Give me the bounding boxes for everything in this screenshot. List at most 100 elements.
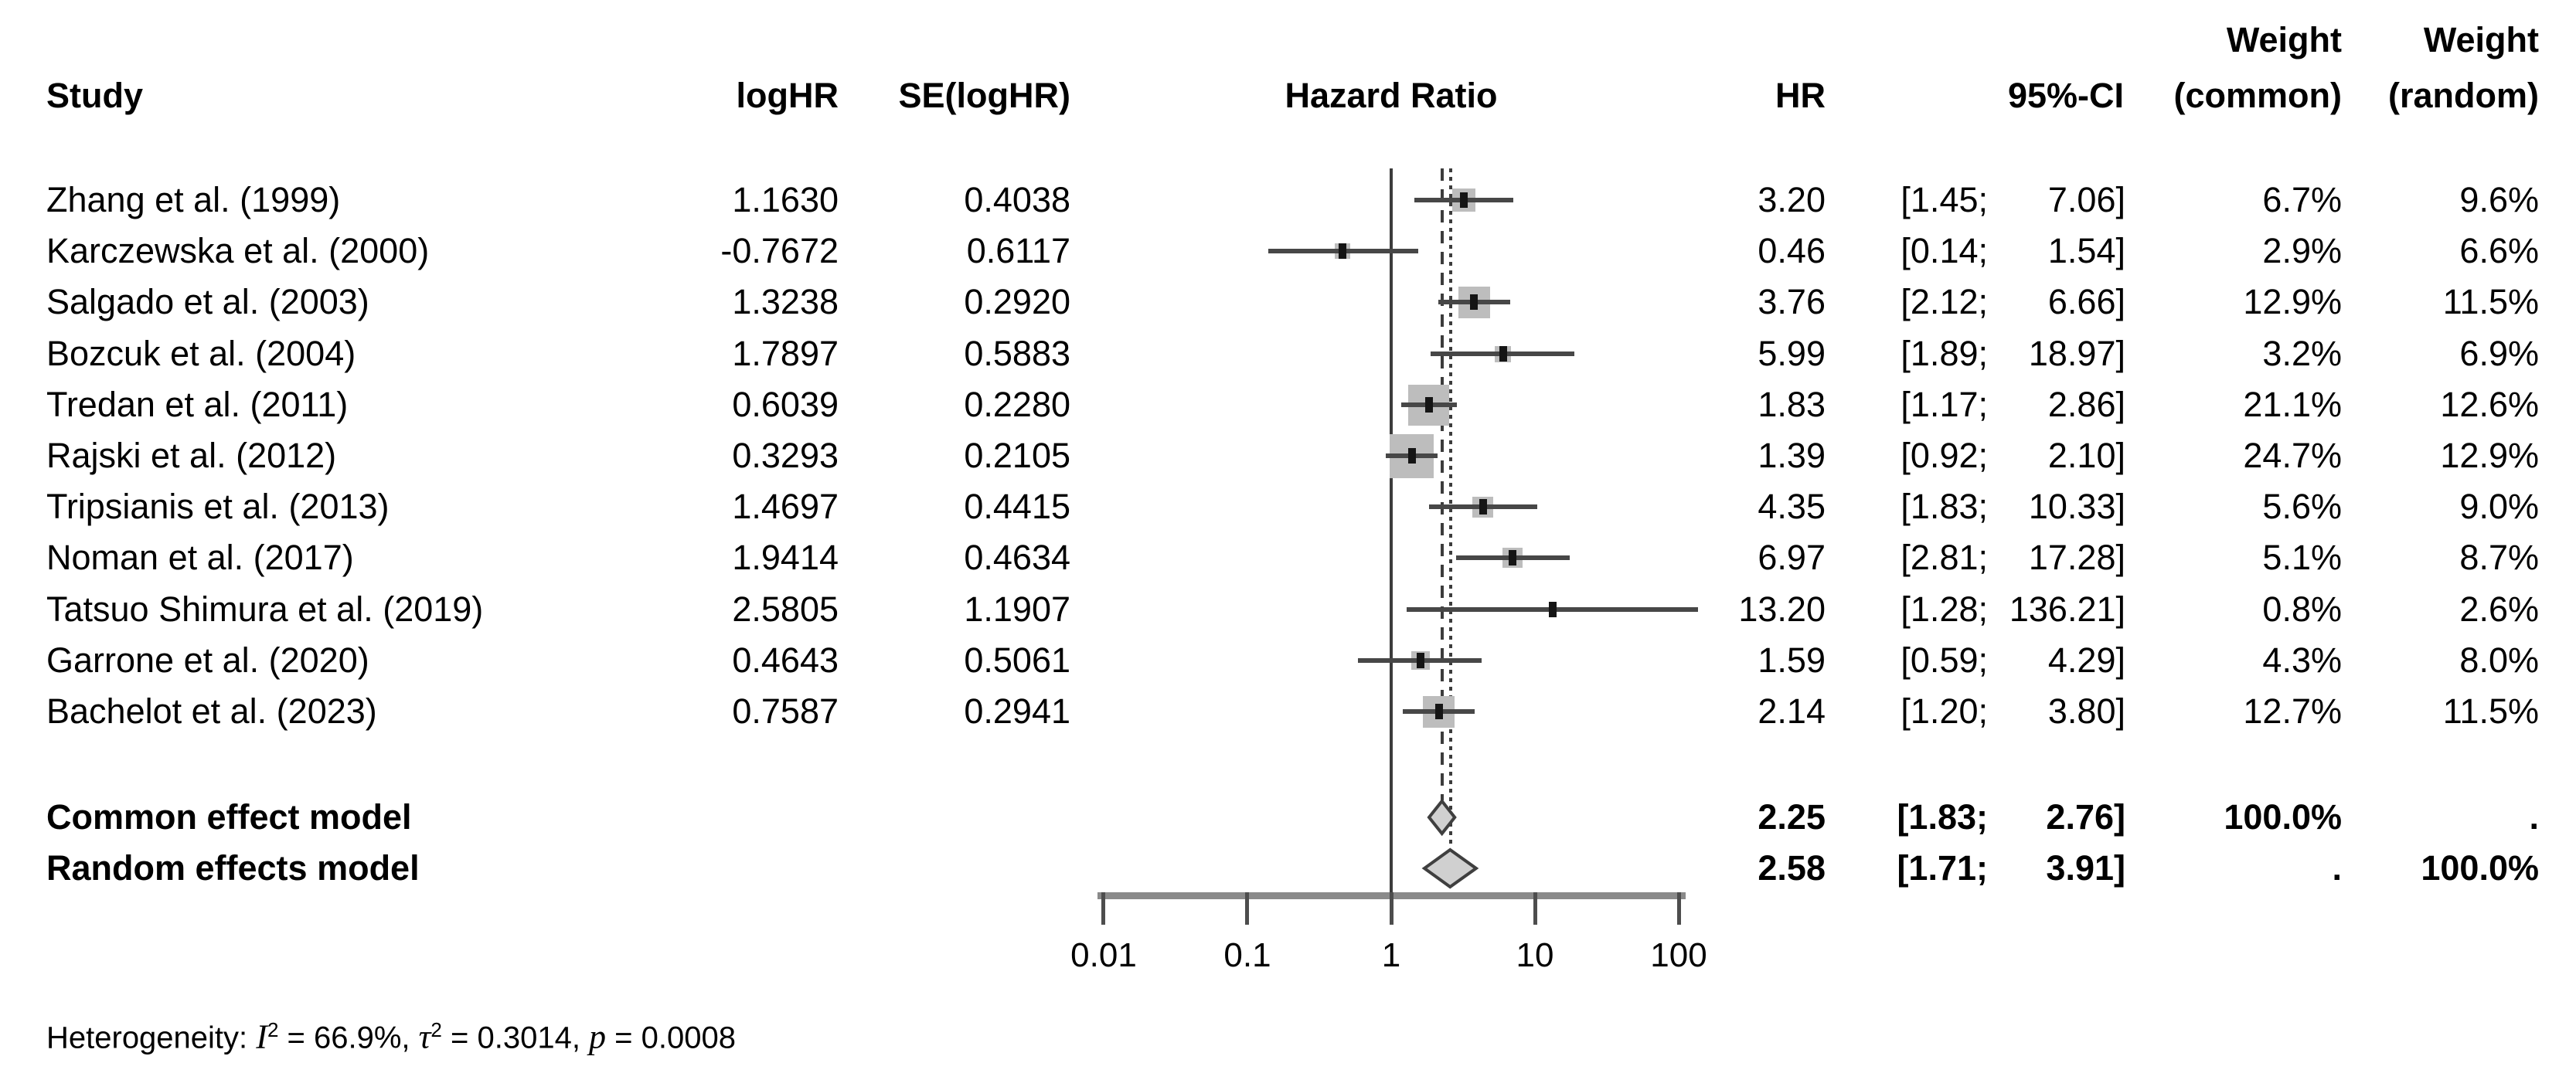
col-header-hazard-ratio: Hazard Ratio [1285, 76, 1498, 115]
het-tau-value: 0.3014 [477, 1021, 572, 1055]
weight-common-value: 100.0% [2224, 797, 2342, 837]
het-prefix: Heterogeneity: [46, 1021, 257, 1055]
weight-common-value: 4.3% [2262, 640, 2342, 680]
point-estimate-marker [1499, 346, 1507, 362]
col-header-loghr: logHR [736, 76, 839, 115]
point-estimate-marker [1470, 294, 1478, 310]
hr-value: 13.20 [1738, 589, 1826, 629]
col-header-ci: 95%-CI [2007, 76, 2124, 115]
hr-value: 1.39 [1758, 436, 1826, 475]
study-label: Salgado et al. (2003) [46, 282, 369, 321]
x-axis-tick-label: 1 [1381, 936, 1401, 974]
weight-common-value: 0.8% [2262, 589, 2342, 629]
weight-random-value: 9.0% [2459, 487, 2539, 526]
study-label: Tatsuo Shimura et al. (2019) [46, 589, 484, 629]
se-value: 0.2941 [964, 691, 1070, 731]
ci-low-value: [1.28; [1901, 589, 1988, 629]
col-header-se: SE(logHR) [898, 76, 1070, 115]
se-value: 0.5883 [964, 334, 1070, 373]
weight-random-value: 6.9% [2459, 334, 2539, 373]
heterogeneity-note: Heterogeneity: I2 = 66.9%, τ2 = 0.3014, … [46, 1004, 736, 1063]
ci-high-value: 10.33] [2028, 487, 2125, 526]
het-p-symbol: p [589, 1017, 607, 1056]
weight-random-value: 8.7% [2459, 538, 2539, 577]
study-label: Bozcuk et al. (2004) [46, 334, 356, 373]
het-i-value: 66.9% [314, 1021, 402, 1055]
loghr-value: -0.7672 [720, 231, 839, 270]
study-row: Garrone et al. (2020) 0.4643 0.5061 1.59 [0.… [0, 635, 2576, 686]
point-estimate-marker [1417, 653, 1424, 668]
loghr-value: 0.3293 [732, 436, 839, 475]
weight-random-value: 2.6% [2459, 589, 2539, 629]
col-header-weight-random: (random) [2388, 76, 2539, 115]
ci-high-value: 136.21] [2009, 589, 2125, 629]
ci-low-value: [1.89; [1901, 334, 1988, 373]
loghr-value: 1.7897 [732, 334, 839, 373]
x-axis-tick-label: 0.01 [1070, 936, 1137, 974]
col-header-study: Study [46, 76, 144, 115]
het-i-sup: 2 [267, 1018, 279, 1041]
point-estimate-marker [1479, 499, 1487, 515]
weight-common-value: 5.1% [2262, 538, 2342, 577]
summary-row: Common effect model 2.25 [1.83; 2.76] 100.0%… [0, 792, 2576, 843]
study-label: Bachelot et al. (2023) [46, 691, 377, 731]
ci-low-value: [0.92; [1901, 436, 1988, 475]
se-value: 1.1907 [964, 589, 1070, 629]
ci-low-value: [1.83; [1897, 797, 1988, 837]
study-row: Karczewska et al. (2000) -0.7672 0.6117 0.4… [0, 226, 2576, 277]
het-tau-sup: 2 [430, 1018, 442, 1041]
point-estimate-marker [1549, 602, 1557, 617]
study-row: Tripsianis et al. (2013) 1.4697 0.4415 4.35… [0, 481, 2576, 532]
weight-common-value: . [2332, 848, 2342, 888]
study-row: Zhang et al. (1999) 1.1630 0.4038 3.20 [1.45… [0, 175, 2576, 226]
weight-random-value: 100.0% [2421, 848, 2539, 888]
point-estimate-marker [1435, 704, 1443, 719]
loghr-value: 0.6039 [732, 385, 839, 424]
weight-common-value: 3.2% [2262, 334, 2342, 373]
het-sep1: , [401, 1021, 419, 1055]
x-axis-tick [1677, 892, 1681, 925]
hr-value: 2.25 [1758, 797, 1826, 837]
se-value: 0.4634 [964, 538, 1070, 577]
het-p-eq: = [606, 1021, 641, 1055]
weight-common-value: 24.7% [2243, 436, 2342, 475]
het-tau-eq: = [441, 1021, 478, 1055]
ci-high-value: 2.76] [2046, 797, 2125, 837]
hr-value: 3.76 [1758, 282, 1826, 321]
x-axis-tick [1390, 892, 1393, 925]
hr-value: 0.46 [1758, 231, 1826, 270]
se-value: 0.5061 [964, 640, 1070, 680]
ci-low-value: [2.12; [1901, 282, 1988, 321]
study-row: Noman et al. (2017) 1.9414 0.4634 6.97 [2.81… [0, 532, 2576, 583]
hr-value: 5.99 [1758, 334, 1826, 373]
x-axis-tick [1101, 892, 1105, 925]
study-label: Noman et al. (2017) [46, 538, 354, 577]
loghr-value: 1.1630 [732, 180, 839, 219]
study-label: Zhang et al. (1999) [46, 180, 341, 219]
loghr-value: 0.7587 [732, 691, 839, 731]
weight-random-value: 11.5% [2442, 691, 2539, 731]
weight-common-value: 2.9% [2262, 231, 2342, 270]
x-axis-tick-label: 0.1 [1223, 936, 1271, 974]
hr-value: 1.83 [1758, 385, 1826, 424]
het-sep2: , [571, 1021, 590, 1055]
weight-random-value: 6.6% [2459, 231, 2539, 270]
ci-high-value: 3.91] [2046, 848, 2125, 888]
study-row: Rajski et al. (2012) 0.3293 0.2105 1.39 [0.9… [0, 430, 2576, 481]
ci-low-value: [2.81; [1901, 538, 1988, 577]
summary-diamond [1427, 798, 1457, 837]
weight-common-value: 12.9% [2243, 282, 2342, 321]
x-axis-tick-label: 100 [1650, 936, 1707, 974]
hr-value: 6.97 [1758, 538, 1826, 577]
weight-common-value: 21.1% [2243, 385, 2342, 424]
study-label: Karczewska et al. (2000) [46, 231, 430, 270]
ci-high-value: 17.28] [2028, 538, 2125, 577]
study-label: Tripsianis et al. (2013) [46, 487, 390, 526]
study-row: Tredan et al. (2011) 0.6039 0.2280 1.83 [1.1… [0, 379, 2576, 430]
col-header-weight-common: (common) [2173, 76, 2343, 115]
weight-common-value: 6.7% [2262, 180, 2342, 219]
ci-high-value: 3.80] [2047, 691, 2125, 731]
se-value: 0.2105 [964, 436, 1070, 475]
summary-diamond [1421, 847, 1479, 889]
point-estimate-marker [1339, 243, 1346, 259]
